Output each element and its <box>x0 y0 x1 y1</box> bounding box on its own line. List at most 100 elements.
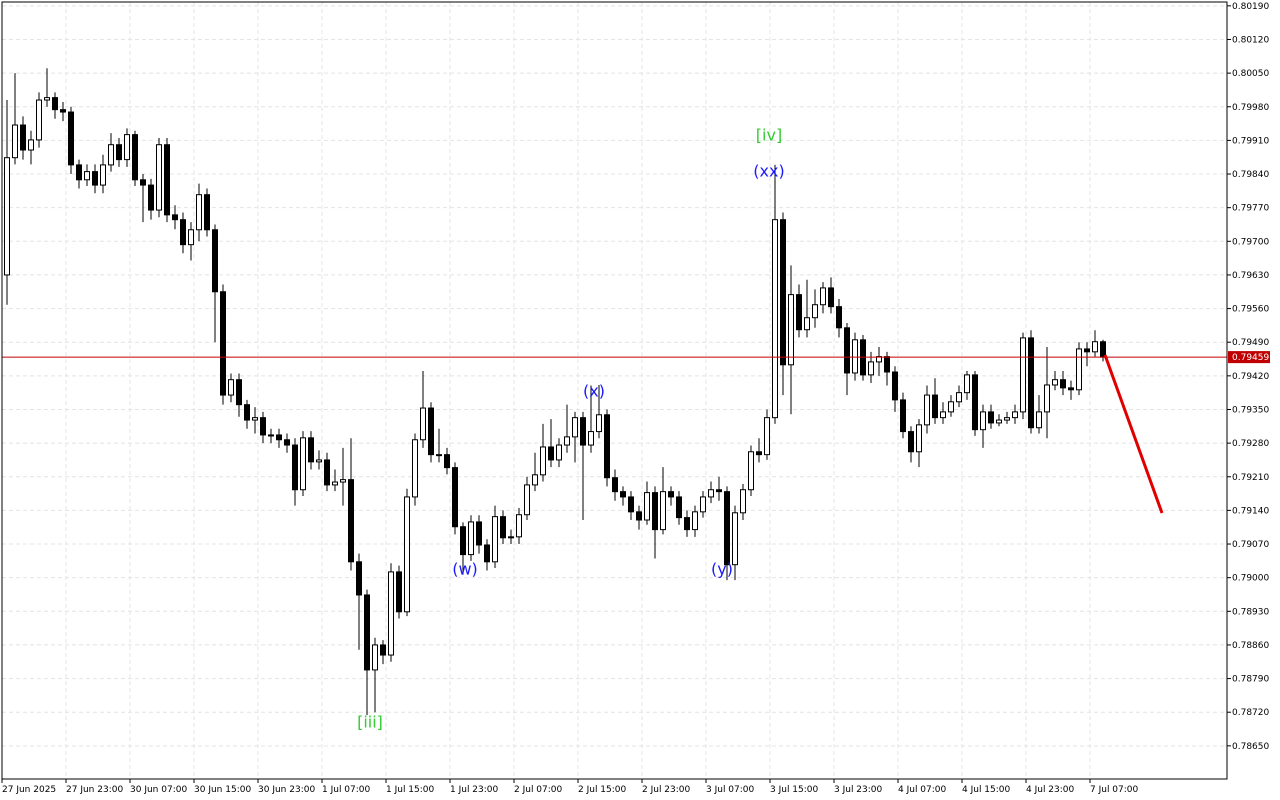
candle-body <box>356 561 362 596</box>
y-tick-label: 0.79490 <box>1232 338 1269 348</box>
candle-body <box>1092 341 1098 353</box>
candle-body <box>564 436 570 446</box>
candle-body <box>92 171 98 186</box>
x-tick-label: 2 Jul 15:00 <box>578 785 627 795</box>
candle-body <box>20 124 26 151</box>
y-tick-label: 0.78860 <box>1232 641 1269 651</box>
candle-body <box>476 521 482 546</box>
candle-body <box>1052 379 1058 386</box>
candle-body <box>76 164 82 181</box>
y-tick-label: 0.78790 <box>1232 675 1269 685</box>
candle-body <box>204 194 210 231</box>
y-tick-label: 0.79140 <box>1232 506 1269 516</box>
candle-body <box>676 496 682 519</box>
candle-body <box>4 157 10 276</box>
candle-body <box>140 179 146 186</box>
candle-body <box>188 229 194 246</box>
candle-body <box>292 444 298 491</box>
candle-body <box>948 401 954 413</box>
candle-body <box>804 317 810 331</box>
candle-body <box>180 219 186 246</box>
candle-body <box>236 379 242 406</box>
candle-body <box>364 594 370 671</box>
candle-body <box>980 411 986 431</box>
candle-body <box>268 434 274 437</box>
candle-body <box>556 444 562 461</box>
candle-body <box>28 139 34 151</box>
candle-body <box>316 459 322 463</box>
candle-body <box>956 392 962 403</box>
x-tick-label: 30 Jun 23:00 <box>258 785 315 795</box>
candle-body <box>308 437 314 463</box>
x-tick-label: 1 Jul 23:00 <box>450 785 499 795</box>
candle-body <box>628 496 634 513</box>
candle-body <box>492 516 498 563</box>
wave-label: (x) <box>583 382 605 401</box>
x-tick-label: 3 Jul 23:00 <box>834 785 883 795</box>
candle-body <box>700 496 706 513</box>
candle-body <box>1060 379 1066 389</box>
x-tick-label: 1 Jul 07:00 <box>322 785 371 795</box>
y-tick-label: 0.80050 <box>1232 69 1269 79</box>
candle-body <box>36 99 42 141</box>
candle-body <box>468 521 474 556</box>
candle-body <box>1100 341 1106 358</box>
candle-body <box>116 144 122 161</box>
candle-body <box>100 164 106 186</box>
candle-body <box>276 434 282 441</box>
candle-body <box>68 111 74 166</box>
candle-body <box>596 414 602 433</box>
candle-body <box>484 544 490 563</box>
candle-body <box>420 407 426 441</box>
candle-body <box>620 491 626 498</box>
y-tick-label: 0.79000 <box>1232 574 1269 584</box>
candle-body <box>580 417 586 446</box>
candle-body <box>724 491 730 566</box>
y-tick-label: 0.79840 <box>1232 170 1269 180</box>
candle-body <box>348 479 354 563</box>
x-tick-label: 3 Jul 15:00 <box>770 785 819 795</box>
candle-body <box>756 451 762 456</box>
candle-body <box>1084 348 1090 353</box>
candle-body <box>500 516 506 539</box>
candle-body <box>1020 337 1026 413</box>
candle-body <box>780 219 786 366</box>
candle-body <box>908 431 914 453</box>
candle-body <box>1036 411 1042 429</box>
candle-body <box>772 219 778 419</box>
candle-body <box>124 134 130 161</box>
candle-body <box>844 327 850 374</box>
x-tick-label: 7 Jul 07:00 <box>1090 785 1139 795</box>
candle-body <box>524 484 530 516</box>
candle-body <box>924 394 930 426</box>
x-tick-label: 27 Jun 23:00 <box>66 785 123 795</box>
candle-body <box>820 287 826 306</box>
candle-body <box>284 439 290 446</box>
candle-body <box>540 446 546 476</box>
y-tick-label: 0.79280 <box>1232 439 1269 449</box>
candle-body <box>900 399 906 433</box>
candle-body <box>108 144 114 166</box>
candle-body <box>972 374 978 431</box>
candle-body <box>132 134 138 181</box>
x-tick-label: 30 Jun 15:00 <box>194 785 251 795</box>
candle-body <box>812 304 818 319</box>
y-tick-label: 0.79070 <box>1232 540 1269 550</box>
candle-body <box>884 356 890 373</box>
candle-body <box>548 446 554 461</box>
y-tick-label: 0.79350 <box>1232 405 1269 415</box>
current-price-label: 0.79459 <box>1232 353 1269 363</box>
candle-body <box>452 467 458 528</box>
wave-label: (xx) <box>753 162 784 181</box>
candle-body <box>764 417 770 456</box>
candle-body <box>892 371 898 401</box>
candle-body <box>380 644 386 656</box>
candle-body <box>196 194 202 231</box>
candle-body <box>1004 417 1010 421</box>
candle-body <box>44 97 50 101</box>
candle-body <box>300 437 306 491</box>
x-tick-label: 2 Jul 07:00 <box>514 785 563 795</box>
candle-body <box>220 291 226 396</box>
